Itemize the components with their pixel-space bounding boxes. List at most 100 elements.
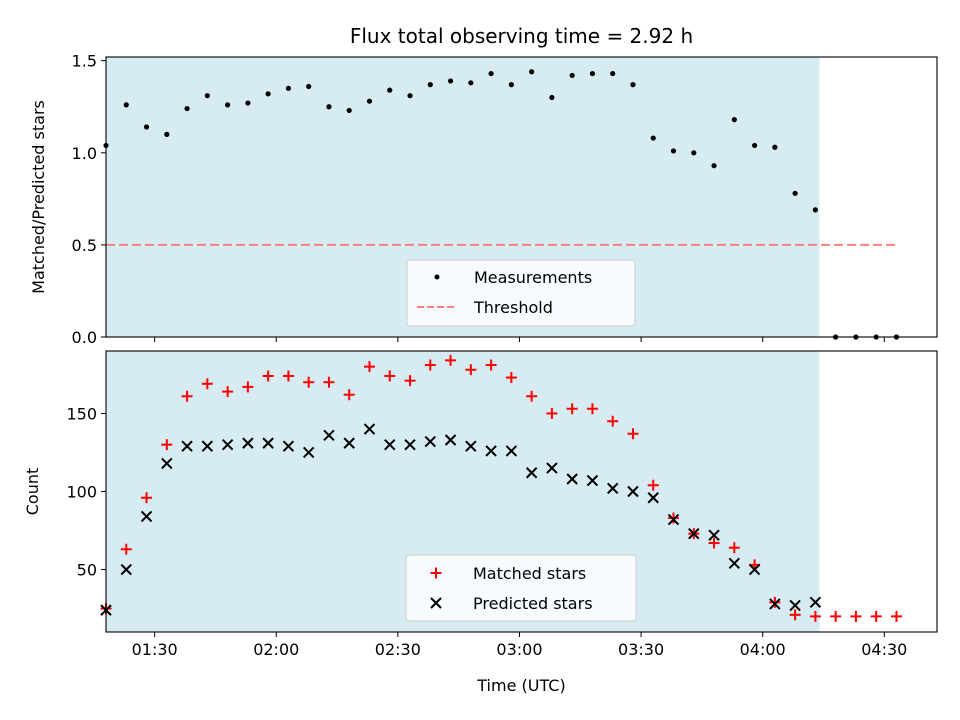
- data-point-predicted: [161, 457, 173, 470]
- x-axis-label: Time (UTC): [476, 676, 565, 695]
- data-point-matched: [566, 403, 578, 415]
- y-tick-label: 0.0: [72, 328, 97, 347]
- data-point-predicted: [201, 440, 214, 452]
- data-point: [184, 105, 190, 112]
- data-point-matched: [384, 370, 396, 382]
- data-point-matched: [485, 359, 497, 371]
- y-tick-label: 100: [66, 483, 97, 502]
- data-point-predicted: [485, 445, 497, 457]
- data-point: [751, 142, 758, 149]
- y-tick-label: 150: [66, 404, 97, 423]
- data-point-predicted: [120, 563, 132, 576]
- data-point-predicted: [323, 429, 335, 442]
- data-point-matched: [505, 372, 517, 384]
- data-point: [630, 82, 636, 88]
- data-point: [589, 70, 596, 77]
- data-point: [569, 72, 575, 79]
- data-point-predicted: [789, 599, 801, 612]
- y-tick-label: 50: [77, 561, 97, 580]
- data-point-matched: [526, 390, 538, 402]
- data-point-predicted: [404, 438, 416, 451]
- data-point-matched: [262, 370, 274, 382]
- data-point-predicted: [221, 438, 234, 451]
- y-ticks: 50 100 150: [66, 404, 106, 580]
- data-point-predicted: [242, 437, 254, 449]
- data-point: [326, 104, 332, 110]
- data-point-predicted: [424, 435, 436, 448]
- data-point: [711, 163, 717, 169]
- data-point-matched: [465, 364, 477, 376]
- data-point: [447, 78, 454, 84]
- data-point-predicted: [667, 513, 680, 526]
- data-point-predicted: [708, 529, 720, 541]
- data-point: [549, 94, 555, 101]
- data-point: [225, 102, 231, 108]
- data-point-matched: [141, 492, 153, 504]
- data-point-matched: [404, 375, 416, 387]
- data-point: [792, 190, 798, 196]
- ratio-panel: 0.0 0.5 1.0 1.5 Flux total observing time =…: [29, 24, 938, 347]
- data-point: [387, 87, 393, 93]
- data-point-predicted: [181, 440, 193, 452]
- data-point-matched: [546, 407, 558, 419]
- data-point-predicted: [343, 437, 355, 449]
- data-point-predicted: [586, 474, 599, 487]
- legend-marker-matched: [430, 567, 442, 579]
- data-point: [610, 70, 616, 77]
- series-layer: [100, 354, 902, 622]
- data-point-predicted: [302, 446, 315, 459]
- data-point-predicted: [627, 485, 639, 498]
- data-point-predicted: [688, 527, 700, 540]
- data-point: [650, 135, 656, 141]
- x-ticks: [154, 337, 885, 342]
- data-point-predicted: [363, 423, 376, 435]
- data-point-matched: [323, 376, 335, 388]
- data-point-matched: [303, 376, 315, 388]
- data-point: [285, 85, 292, 91]
- data-point-predicted: [384, 438, 396, 451]
- data-point-matched: [445, 354, 457, 366]
- data-point-matched: [627, 428, 639, 440]
- x-tick-label: 04:00: [740, 640, 786, 659]
- data-point: [204, 93, 210, 99]
- legend-box: [405, 554, 637, 622]
- x-tick-label: 01:30: [132, 640, 178, 659]
- legend-marker-measurements: [434, 274, 440, 280]
- data-point-matched: [647, 479, 659, 491]
- data-point: [407, 93, 413, 99]
- data-point: [488, 70, 494, 77]
- data-point-predicted: [748, 563, 761, 576]
- legend-marker-predicted: [430, 597, 442, 609]
- data-point-matched: [830, 610, 842, 622]
- data-point: [366, 98, 373, 104]
- legend-label-threshold: Threshold: [473, 298, 553, 317]
- data-point: [731, 117, 737, 123]
- data-point-matched: [586, 403, 598, 415]
- data-point-matched: [850, 610, 862, 622]
- y-tick-label: 1.0: [72, 144, 97, 163]
- x-tick-label: 03:00: [496, 640, 542, 659]
- data-point-matched: [222, 386, 234, 398]
- data-point: [508, 82, 514, 88]
- data-point: [812, 207, 818, 213]
- data-point-predicted: [465, 440, 477, 452]
- data-point-matched: [809, 610, 821, 622]
- data-point-matched: [728, 542, 740, 554]
- x-tick-label: 03:30: [618, 640, 664, 659]
- chart-title: Flux total observing time = 2.92 h: [350, 24, 693, 48]
- legend: Matched stars Predicted stars: [405, 554, 637, 622]
- data-point-predicted: [728, 557, 741, 570]
- data-point-predicted: [140, 510, 153, 523]
- legend-box: [406, 259, 636, 327]
- data-point: [245, 100, 251, 106]
- y-tick-label: 1.5: [72, 52, 97, 71]
- data-point: [123, 102, 129, 108]
- data-point: [306, 83, 312, 90]
- axes-frame: [105, 350, 938, 633]
- data-point-matched: [363, 361, 375, 373]
- data-point-predicted: [505, 445, 518, 457]
- data-point-matched: [890, 610, 902, 622]
- y-ticks: 0.0 0.5 1.0 1.5: [72, 52, 106, 347]
- data-point-predicted: [444, 434, 457, 446]
- data-point-matched: [181, 390, 193, 402]
